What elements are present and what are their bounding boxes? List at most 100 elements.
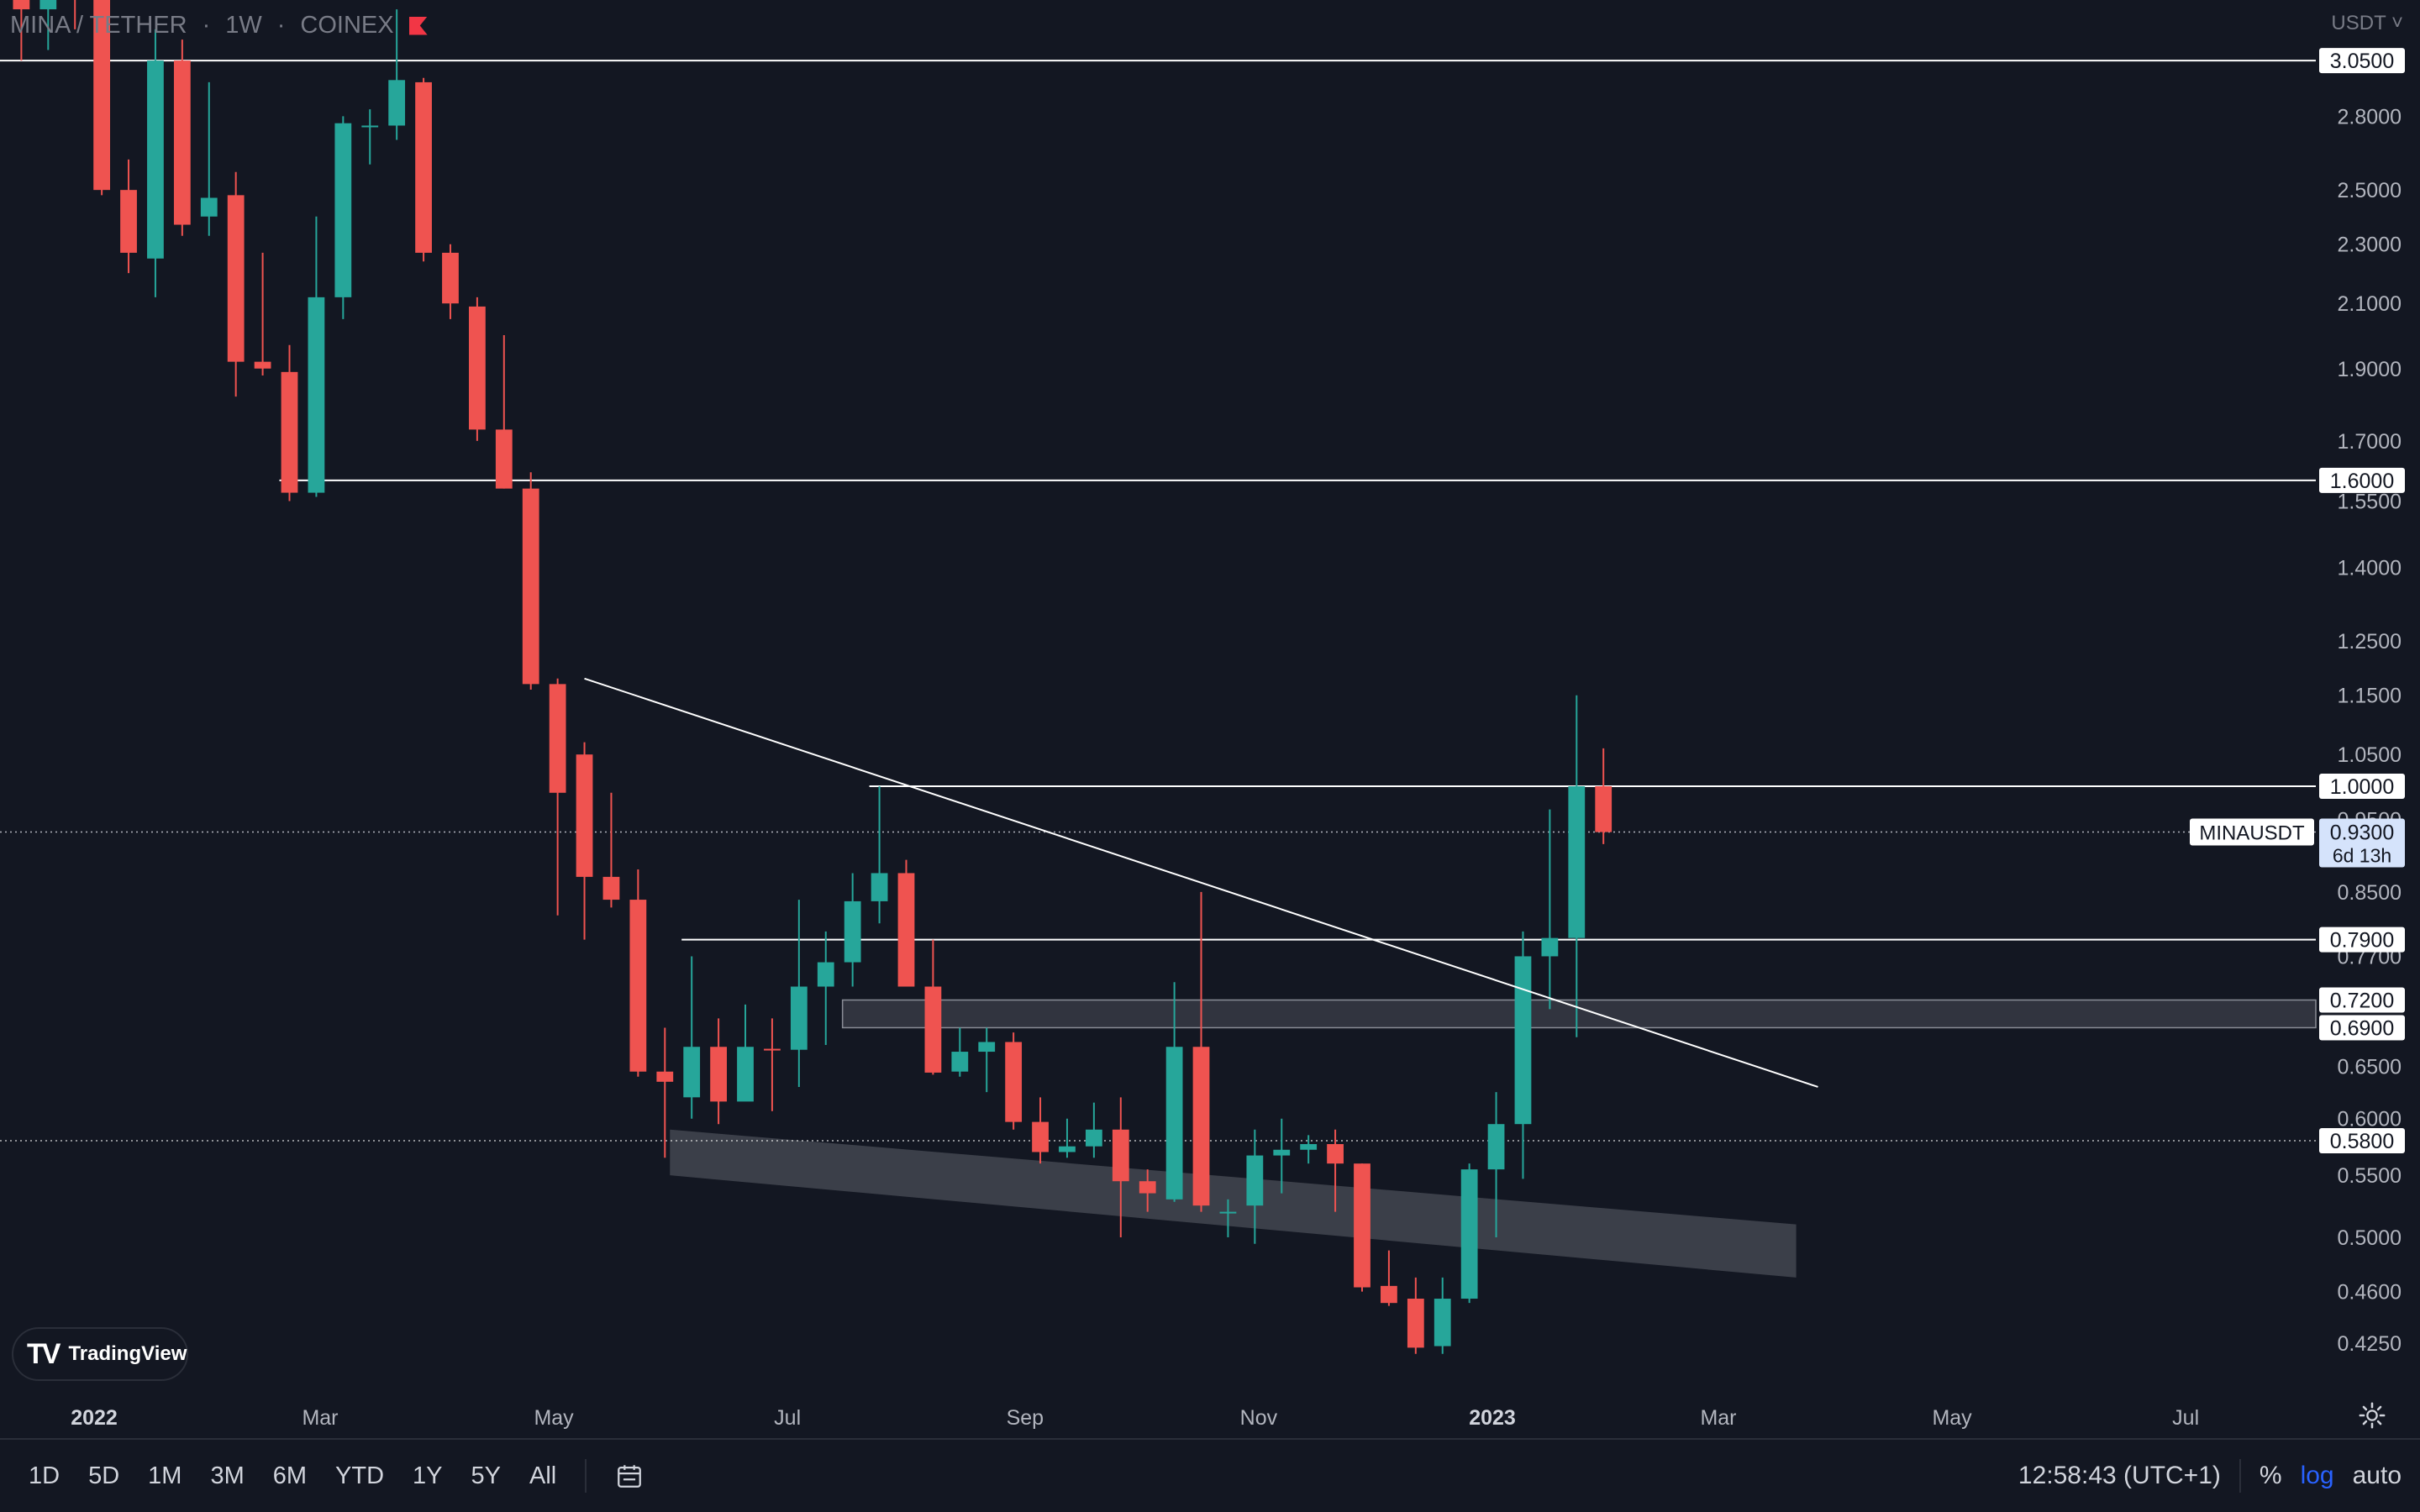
candle-2021-12-20[interactable] — [39, 0, 57, 50]
zone-bottom-label-0[interactable]: 0.6900 — [2319, 1015, 2405, 1041]
y-tick-label: 0.6500 — [2338, 1056, 2402, 1079]
candle-2022-04-25[interactable] — [522, 472, 539, 690]
candle-body — [1246, 1155, 1264, 1206]
candle-2022-02-14[interactable] — [254, 252, 271, 375]
level-price-label-2[interactable]: 0.7900 — [2319, 927, 2405, 953]
x-tick-label: May — [534, 1406, 574, 1430]
candle-2022-05-02[interactable] — [549, 678, 566, 916]
candle-2022-07-04[interactable] — [790, 900, 808, 1087]
candle-2022-02-21[interactable] — [281, 344, 298, 501]
candle-2022-06-20[interactable] — [737, 1004, 754, 1102]
timeframe-1m[interactable]: 1M — [148, 1462, 182, 1489]
timeframe-5y[interactable]: 5Y — [471, 1462, 502, 1489]
candle-2023-01-09[interactable] — [1514, 931, 1532, 1179]
level-price-label-0[interactable]: 1.6000 — [2319, 467, 2405, 493]
timeframe-5d[interactable]: 5D — [88, 1462, 120, 1489]
candle-2022-08-15[interactable] — [951, 1027, 969, 1077]
timeframe-ytd[interactable]: YTD — [335, 1462, 385, 1489]
level-price-label-3[interactable]: 3.0500 — [2319, 48, 2405, 73]
calendar-range-icon[interactable] — [615, 1462, 644, 1490]
candle-2022-10-10[interactable] — [1165, 982, 1183, 1202]
candle-2022-03-07[interactable] — [334, 116, 352, 319]
candle-2022-07-11[interactable] — [817, 931, 834, 1045]
candle-2022-09-19[interactable] — [1085, 1102, 1102, 1158]
candle-2022-12-19[interactable] — [1434, 1277, 1451, 1354]
candle-2022-12-12[interactable] — [1407, 1277, 1424, 1354]
timeframe-1y[interactable]: 1Y — [413, 1462, 443, 1489]
candle-2022-05-23[interactable] — [629, 869, 647, 1077]
timeframe-6m[interactable]: 6M — [272, 1462, 308, 1489]
candle-2022-10-03[interactable] — [1139, 1169, 1156, 1212]
timeframe-1d[interactable]: 1D — [29, 1462, 60, 1489]
candle-2022-01-03[interactable] — [93, 0, 111, 196]
candle-2022-08-01[interactable] — [897, 859, 915, 987]
candle-2022-11-14[interactable] — [1300, 1135, 1318, 1164]
dotted-price-label-0[interactable]: 0.5800 — [2319, 1128, 2405, 1153]
candle-2021-12-13[interactable] — [13, 0, 30, 61]
level-price-label-1[interactable]: 1.0000 — [2319, 774, 2405, 799]
candle-2022-06-06[interactable] — [683, 956, 701, 1119]
candle-2021-12-27[interactable] — [66, 0, 83, 29]
candle-2023-01-23[interactable] — [1568, 695, 1586, 1037]
candle-2022-03-28[interactable] — [415, 77, 432, 262]
candle-2022-08-08[interactable] — [924, 939, 942, 1075]
clock-display[interactable]: 12:58:43 (UTC+1) — [2018, 1462, 2221, 1489]
candle-2022-08-29[interactable] — [1005, 1032, 1023, 1130]
support-channel[interactable] — [670, 1129, 1797, 1278]
candle-2022-07-25[interactable] — [871, 786, 888, 924]
currency-dropdown[interactable]: USDT ˅ — [2331, 12, 2403, 35]
candle-2022-01-31[interactable] — [200, 81, 218, 236]
candle-2022-05-16[interactable] — [602, 792, 620, 908]
symbol-legend[interactable]: MINA / TETHER · 1W · COINEX — [10, 12, 428, 39]
zone-0[interactable] — [841, 999, 2317, 1029]
y-tick-label: 1.4000 — [2338, 556, 2402, 580]
candle-body — [549, 684, 566, 793]
candle-2022-07-18[interactable] — [844, 873, 861, 987]
candle-2022-05-09[interactable] — [576, 742, 593, 940]
candle-2022-10-31[interactable] — [1246, 1129, 1264, 1244]
candle-2022-01-24[interactable] — [173, 39, 191, 236]
candle-2022-03-14[interactable] — [361, 109, 379, 165]
candle-2022-04-11[interactable] — [468, 297, 486, 441]
candle-2022-05-30[interactable] — [656, 1027, 674, 1158]
candle-2022-09-12[interactable] — [1059, 1118, 1076, 1158]
candle-2022-10-17[interactable] — [1192, 891, 1210, 1212]
candle-2023-01-02[interactable] — [1487, 1092, 1505, 1237]
candle-2022-11-07[interactable] — [1273, 1118, 1291, 1194]
candle-body — [13, 0, 30, 10]
timeframe-3m[interactable]: 3M — [210, 1462, 245, 1489]
auto-scale-toggle[interactable]: auto — [2352, 1462, 2402, 1489]
y-tick-label: 2.5000 — [2338, 179, 2402, 202]
candle-2022-09-05[interactable] — [1032, 1097, 1049, 1164]
percent-scale-toggle[interactable]: % — [2259, 1462, 2282, 1489]
candle-2022-06-13[interactable] — [710, 1018, 727, 1125]
candle-2022-08-22[interactable] — [978, 1027, 996, 1093]
candle-2022-10-24[interactable] — [1219, 1199, 1237, 1237]
horizontal-levels — [0, 60, 2316, 1142]
candle-2022-03-21[interactable] — [388, 9, 406, 140]
gear-icon[interactable] — [2358, 1401, 2386, 1430]
candle-2022-11-21[interactable] — [1327, 1129, 1344, 1212]
candle-2022-12-05[interactable] — [1381, 1250, 1397, 1306]
flag-icon[interactable] — [408, 16, 428, 35]
candle-2023-01-30[interactable] — [1595, 748, 1612, 844]
candle-2022-04-18[interactable] — [495, 335, 513, 489]
candle-2022-02-07[interactable] — [227, 171, 245, 397]
candle-2022-04-04[interactable] — [442, 244, 459, 319]
log-scale-toggle[interactable]: log — [2300, 1462, 2334, 1489]
candle-2022-11-28[interactable] — [1354, 1163, 1370, 1292]
candle-2022-02-28[interactable] — [308, 216, 325, 497]
candle-2022-12-26[interactable] — [1460, 1163, 1478, 1304]
candle-2022-01-17[interactable] — [147, 29, 164, 297]
candle-2022-06-27[interactable] — [764, 1018, 781, 1111]
descending-trendline[interactable] — [584, 677, 1818, 1088]
timeframe-all[interactable]: All — [529, 1462, 557, 1489]
price-chart[interactable]: 2.8000 2.5000 2.3000 2.1000 1.9000 1.7000 1.55… — [0, 0, 2420, 1438]
candle-body — [764, 1048, 781, 1051]
candle-2023-01-16[interactable] — [1541, 809, 1559, 1010]
zone-top-label-0[interactable]: 0.7200 — [2319, 987, 2405, 1013]
tradingview-watermark[interactable]: TV TradingView — [12, 1327, 188, 1381]
candle-2022-09-26[interactable] — [1112, 1097, 1129, 1237]
candle-2022-01-10[interactable] — [120, 159, 137, 274]
